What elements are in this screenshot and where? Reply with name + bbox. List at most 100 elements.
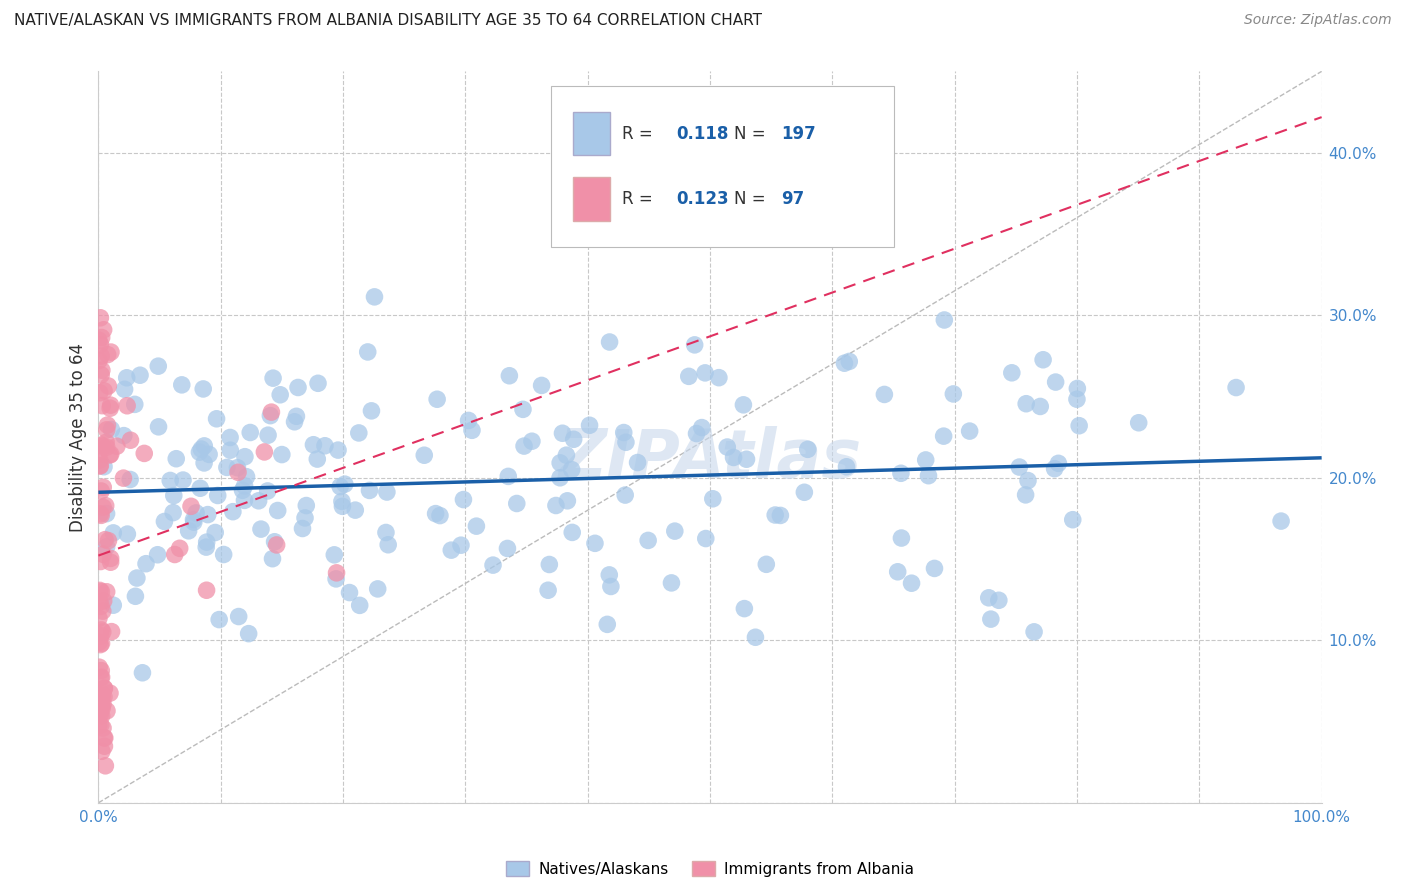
Point xyxy=(193,439,215,453)
Point xyxy=(375,525,398,540)
Point xyxy=(188,481,211,495)
Point xyxy=(90,368,112,382)
Point xyxy=(193,382,215,396)
Point xyxy=(256,483,278,498)
Point xyxy=(114,382,136,396)
Point xyxy=(163,489,186,503)
Point xyxy=(165,451,187,466)
Point xyxy=(96,423,118,437)
Point xyxy=(1045,375,1067,389)
Point xyxy=(198,447,221,461)
Point xyxy=(94,731,117,745)
Point xyxy=(90,349,112,363)
Point xyxy=(716,440,738,454)
Point xyxy=(90,698,112,712)
Point xyxy=(148,359,170,373)
Point xyxy=(90,629,112,643)
Point xyxy=(1062,513,1084,527)
Point xyxy=(314,439,336,453)
Point xyxy=(360,404,382,418)
Point xyxy=(93,323,115,337)
Point xyxy=(100,345,122,359)
Point xyxy=(600,579,623,593)
Point xyxy=(693,366,716,380)
Point xyxy=(614,488,637,502)
Text: 0.118: 0.118 xyxy=(676,125,728,143)
Point xyxy=(1066,382,1088,396)
Point xyxy=(90,508,112,523)
Point xyxy=(498,368,520,383)
Point xyxy=(212,548,235,562)
Point xyxy=(117,527,139,541)
Point xyxy=(148,419,170,434)
Point xyxy=(222,505,245,519)
Text: R =: R = xyxy=(621,190,658,209)
Point xyxy=(91,688,114,702)
Point xyxy=(512,402,534,417)
Point xyxy=(259,409,281,423)
Point xyxy=(87,611,110,625)
Point xyxy=(94,435,117,450)
Point xyxy=(129,368,152,383)
Point xyxy=(755,558,778,572)
Point xyxy=(457,413,479,427)
Point xyxy=(177,524,200,538)
Point xyxy=(97,533,120,548)
Point xyxy=(555,448,578,462)
Point xyxy=(598,567,620,582)
Point xyxy=(561,525,583,540)
Point xyxy=(89,660,111,674)
Point xyxy=(112,428,135,442)
Point xyxy=(333,477,356,491)
Point xyxy=(90,689,112,703)
Point xyxy=(90,636,112,650)
Point xyxy=(450,538,472,552)
Point xyxy=(561,462,583,476)
Point xyxy=(548,456,571,470)
Point xyxy=(183,515,205,529)
Point xyxy=(91,439,114,453)
Point xyxy=(1128,416,1150,430)
Point xyxy=(263,534,285,549)
Point xyxy=(1225,380,1247,394)
Point xyxy=(226,460,249,475)
Point xyxy=(260,405,283,419)
Point xyxy=(744,630,766,644)
Point xyxy=(914,453,936,467)
Text: 0.123: 0.123 xyxy=(676,190,728,209)
Point xyxy=(530,378,553,392)
Point xyxy=(233,479,256,493)
Point xyxy=(707,370,730,384)
Text: R =: R = xyxy=(621,125,658,143)
Point xyxy=(97,379,120,393)
Point xyxy=(562,432,585,446)
Point xyxy=(924,561,946,575)
Point xyxy=(115,371,138,385)
Point xyxy=(184,506,207,520)
Point xyxy=(363,290,385,304)
Point xyxy=(195,583,218,598)
Point xyxy=(932,429,955,443)
Point xyxy=(325,566,347,580)
Point xyxy=(685,426,707,441)
Point xyxy=(207,488,229,502)
Point xyxy=(90,555,112,569)
Point xyxy=(100,624,122,639)
Point xyxy=(769,508,792,523)
Point xyxy=(702,491,724,506)
Point xyxy=(105,439,128,453)
Point xyxy=(188,445,211,459)
Point xyxy=(96,507,118,521)
Point xyxy=(664,524,686,538)
Point xyxy=(89,638,111,652)
Point xyxy=(170,377,193,392)
Point xyxy=(375,485,398,500)
Point xyxy=(683,338,706,352)
Point xyxy=(262,551,284,566)
Point xyxy=(520,434,543,449)
Y-axis label: Disability Age 35 to 64: Disability Age 35 to 64 xyxy=(69,343,87,532)
Point xyxy=(270,448,292,462)
Point xyxy=(239,425,262,440)
Point xyxy=(87,718,110,732)
Point xyxy=(551,426,574,441)
